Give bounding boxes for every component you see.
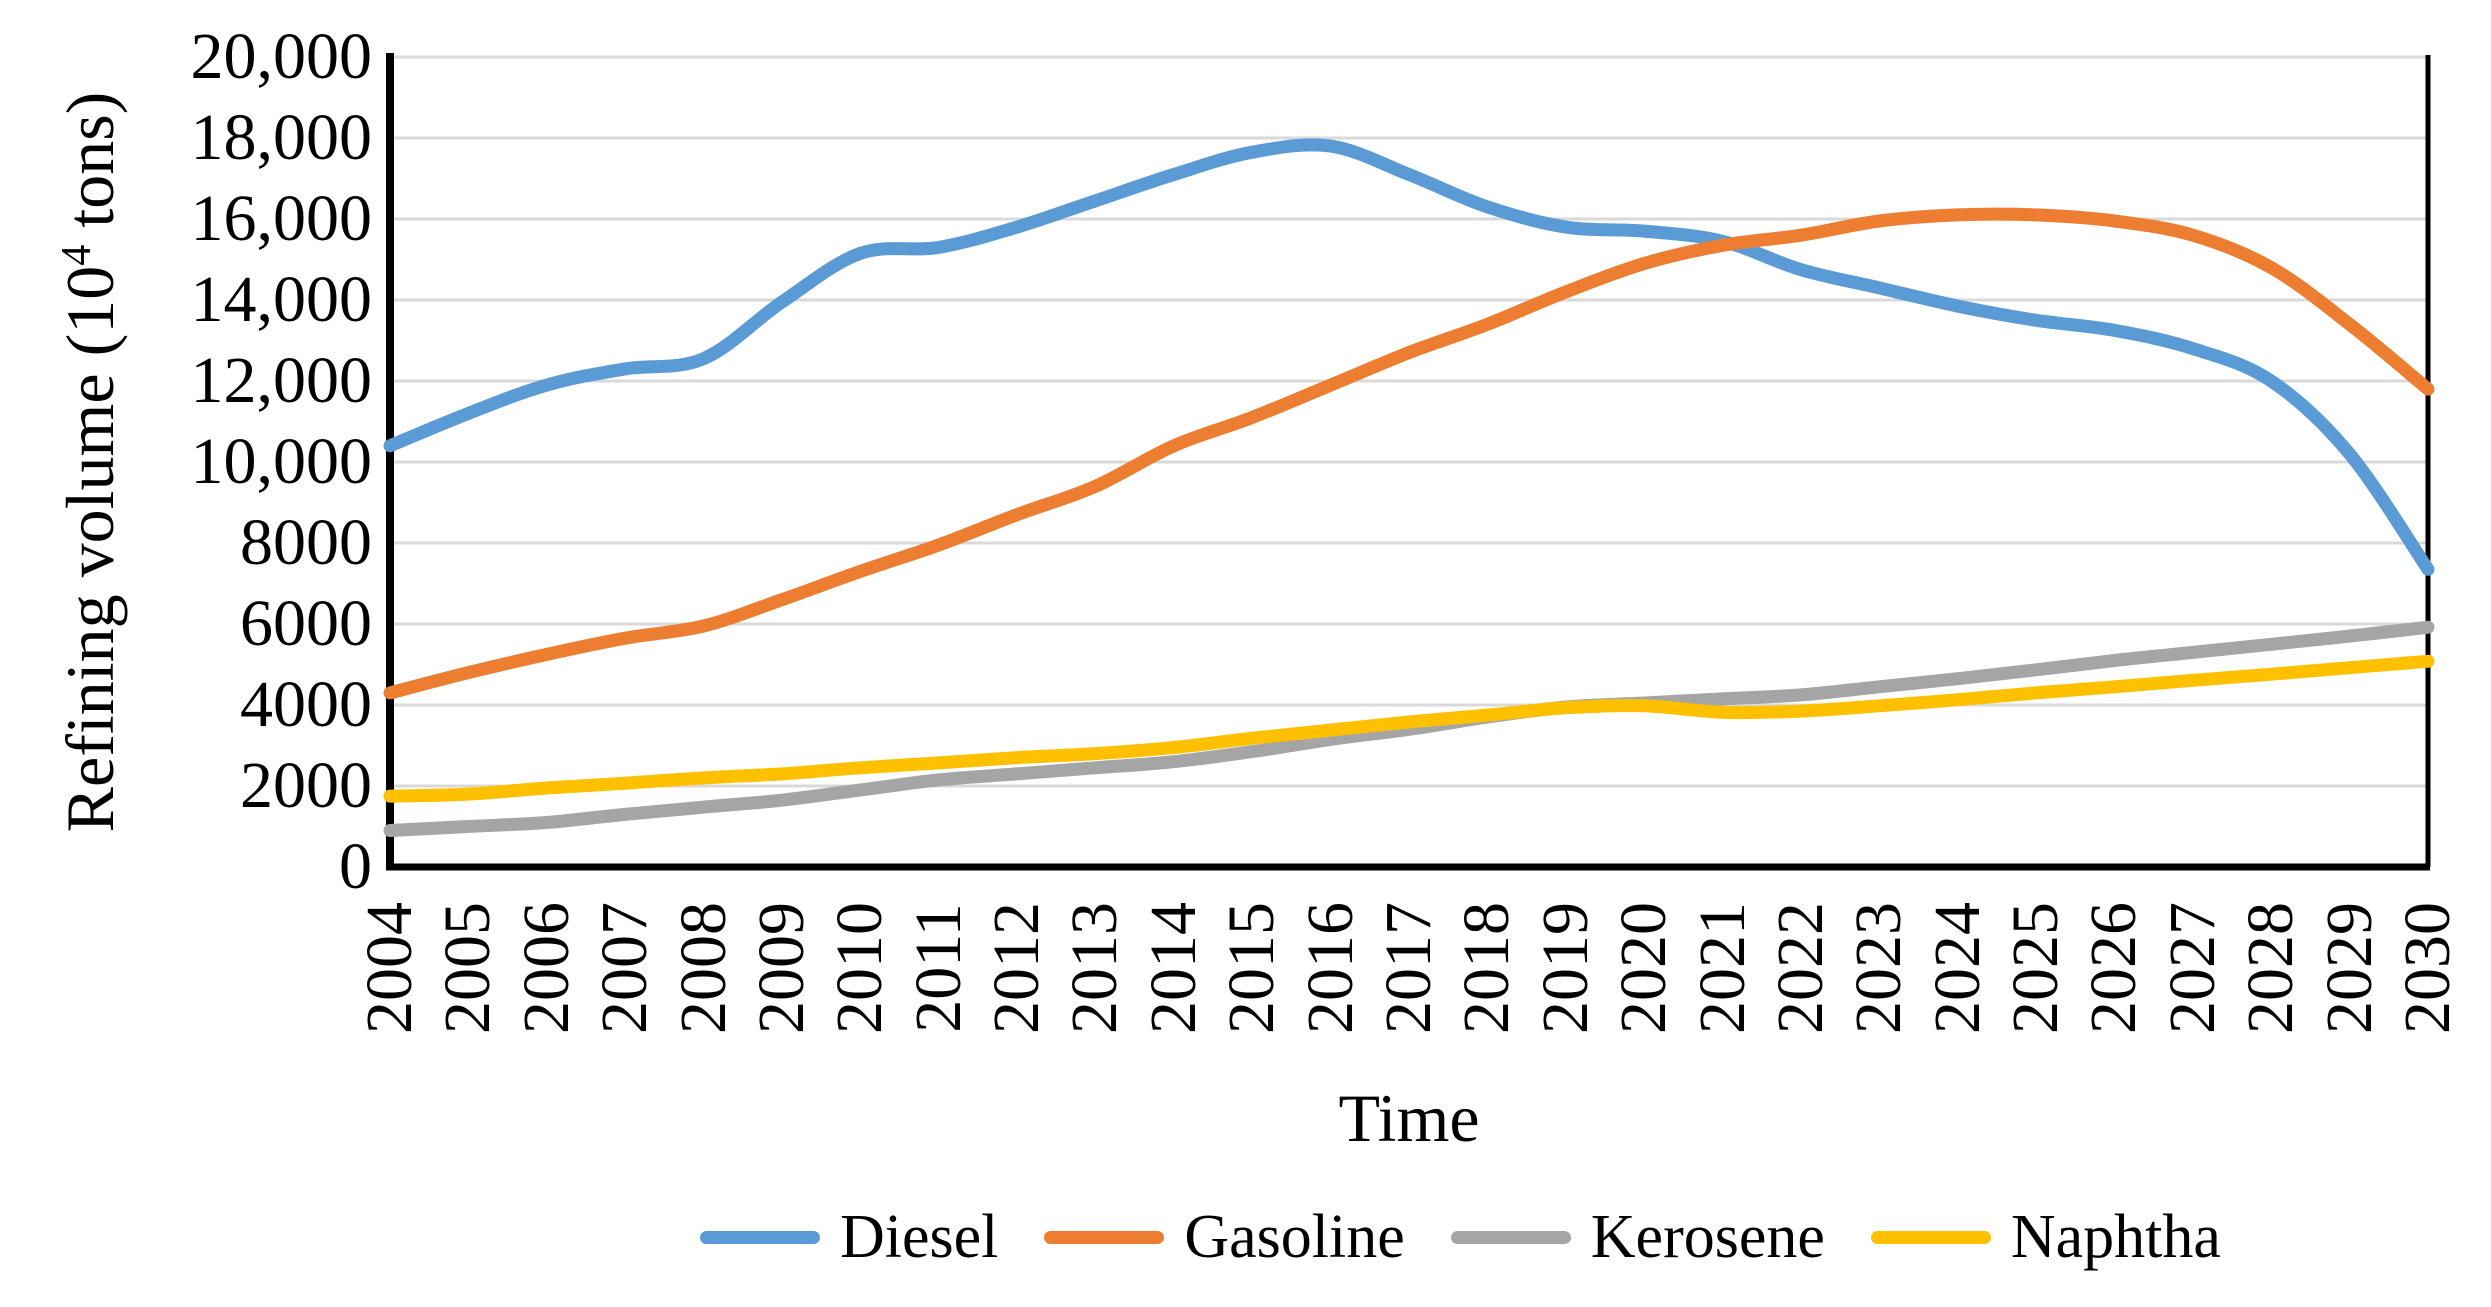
- legend-item-kerosene: Kerosene: [1450, 1198, 1825, 1276]
- series-line-gasoline: [383, 207, 2435, 700]
- x-axis-tick-label: 2004: [353, 902, 426, 1034]
- x-axis-tick-label: 2025: [1999, 902, 2073, 1034]
- y-axis-tick-label: 20,000: [190, 20, 373, 93]
- y-axis-tick-label: 10,000: [190, 425, 373, 498]
- x-axis-tick-label: 2029: [2312, 902, 2386, 1034]
- y-axis-tick-label: 2000: [240, 749, 372, 822]
- legend-label: Gasoline: [1184, 1203, 1405, 1271]
- x-axis-tick-label: 2014: [1136, 902, 1210, 1034]
- legend-label: Kerosene: [1590, 1203, 1825, 1271]
- y-axis-tick-label: 4000: [240, 668, 372, 741]
- legend: Diesel Gasoline Kerosene Naphtha: [700, 1198, 2221, 1276]
- legend-item-diesel: Diesel: [700, 1198, 998, 1276]
- y-axis-tick-label: 12,000: [190, 344, 373, 417]
- x-axis-tick-label: 2030: [2391, 902, 2464, 1034]
- x-axis-tick-label: 2023: [1842, 902, 1916, 1034]
- legend-swatch-naphtha: [1870, 1230, 1991, 1244]
- x-axis-tick-label: 2018: [1450, 902, 1524, 1034]
- legend-swatch-kerosene: [1450, 1230, 1571, 1244]
- x-axis-tick-label: 2013: [1058, 902, 1132, 1034]
- legend-label: Diesel: [840, 1203, 999, 1271]
- x-axis-tick-label: 2006: [509, 902, 583, 1034]
- legend-item-gasoline: Gasoline: [1044, 1198, 1405, 1276]
- x-axis-tick-label: 2021: [1685, 902, 1759, 1034]
- x-axis-tick-label: 2016: [1293, 902, 1367, 1034]
- x-axis-tick-label: 2020: [1607, 902, 1681, 1034]
- x-axis-tick-label: 2017: [1372, 902, 1445, 1034]
- legend-label: Naphtha: [2010, 1203, 2221, 1271]
- y-axis-tick-label: 16,000: [190, 182, 373, 255]
- x-axis-tick-label: 2019: [1528, 902, 1602, 1034]
- x-axis-title: Time: [1338, 1080, 1480, 1156]
- x-axis-tick-label: 2009: [744, 902, 818, 1034]
- x-axis-tick-label: 2028: [2234, 902, 2308, 1034]
- x-axis-tick-label: 2027: [2155, 902, 2229, 1034]
- legend-swatch-gasoline: [1044, 1230, 1165, 1244]
- x-axis-tick-label: 2010: [823, 902, 897, 1034]
- x-axis-tick-label: 2007: [588, 902, 662, 1034]
- series-line-kerosene: [383, 620, 2435, 837]
- x-axis-tick-label: 2008: [666, 902, 740, 1034]
- legend-item-naphtha: Naphtha: [1870, 1198, 2221, 1276]
- x-axis-tick-label: 2005: [431, 902, 505, 1034]
- series-line-diesel: [383, 138, 2435, 576]
- y-axis-tick-label: 8000: [240, 506, 372, 579]
- y-axis-tick-label: 14,000: [190, 263, 373, 336]
- y-axis-tick-label: 0: [339, 830, 372, 903]
- series-line-naphtha: [383, 654, 2435, 803]
- y-axis-tick-label: 18,000: [190, 101, 373, 174]
- x-axis-tick-label: 2012: [980, 902, 1054, 1034]
- y-axis-tick-label: 6000: [240, 587, 372, 660]
- x-axis-tick-label: 2022: [1763, 902, 1837, 1034]
- x-axis-tick-label: 2026: [2077, 902, 2151, 1034]
- x-axis-tick-label: 2011: [901, 903, 975, 1033]
- x-axis-tick-label: 2024: [1920, 902, 1994, 1034]
- legend-swatch-diesel: [700, 1230, 820, 1244]
- x-axis-tick-label: 2015: [1215, 902, 1289, 1034]
